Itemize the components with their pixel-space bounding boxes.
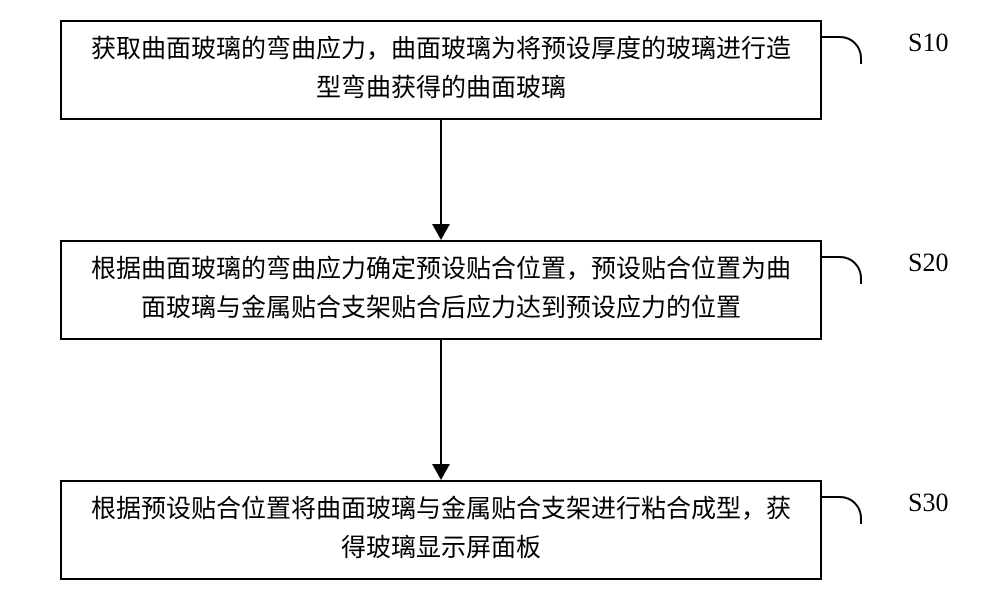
connector-tick [822,496,862,524]
flow-step-label-s30: S30 [908,488,948,518]
flow-step-s30: 根据预设贴合位置将曲面玻璃与金属贴合支架进行粘合成型，获得玻璃显示屏面板 [60,480,822,580]
connector-tick [822,256,862,284]
arrow-line [440,120,442,224]
flow-step-label-s10: S10 [908,28,948,58]
connector-tick [822,36,862,64]
flow-step-text: 根据预设贴合位置将曲面玻璃与金属贴合支架进行粘合成型，获得玻璃显示屏面板 [82,491,800,569]
flow-step-s10: 获取曲面玻璃的弯曲应力，曲面玻璃为将预设厚度的玻璃进行造型弯曲获得的曲面玻璃 [60,20,822,120]
arrow-line [440,340,442,464]
arrow-head-icon [432,224,450,240]
flow-step-s20: 根据曲面玻璃的弯曲应力确定预设贴合位置，预设贴合位置为曲面玻璃与金属贴合支架贴合… [60,240,822,340]
flow-step-text: 获取曲面玻璃的弯曲应力，曲面玻璃为将预设厚度的玻璃进行造型弯曲获得的曲面玻璃 [82,31,800,109]
flow-step-text: 根据曲面玻璃的弯曲应力确定预设贴合位置，预设贴合位置为曲面玻璃与金属贴合支架贴合… [82,251,800,329]
flow-step-label-s20: S20 [908,248,948,278]
arrow-head-icon [432,464,450,480]
flowchart: 获取曲面玻璃的弯曲应力，曲面玻璃为将预设厚度的玻璃进行造型弯曲获得的曲面玻璃 S… [0,0,1000,616]
